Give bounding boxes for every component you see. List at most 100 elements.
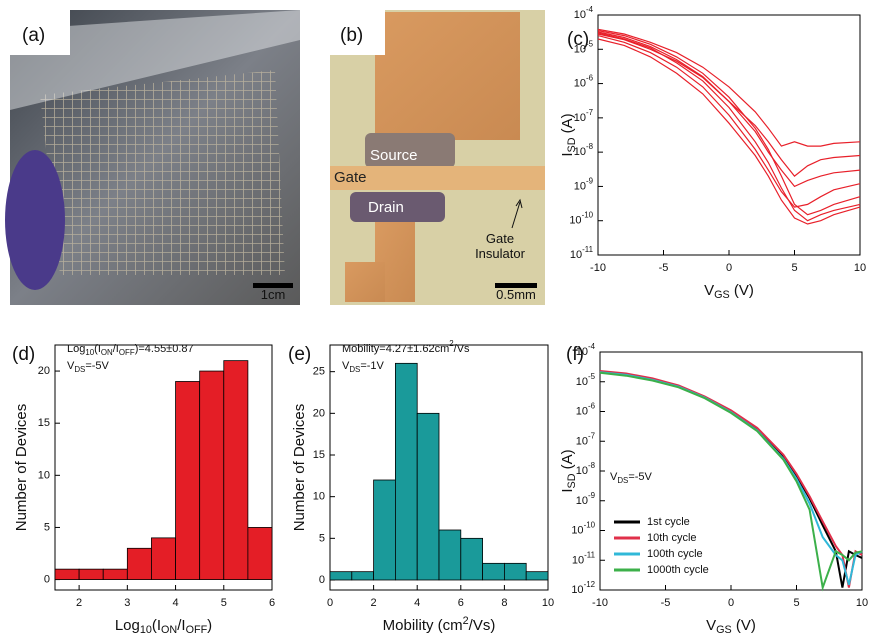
bar [525,571,549,581]
annotation: VDS=-1V [342,360,385,374]
y-axis-label: Number of Devices [13,404,30,532]
bar [351,571,374,581]
panel-label: (b) [340,25,363,46]
label-box [10,10,70,55]
x-tick-label: 8 [501,597,507,609]
bar [482,562,505,581]
panel-label: (a) [22,25,45,46]
annotation: Gate Insulator [475,231,526,261]
x-tick-label: 2 [371,597,377,609]
y-tick-label: 10-7 [574,108,593,124]
y-tick-label: 5 [44,521,50,533]
bar [373,479,396,581]
y-tick-label: 20 [38,365,50,377]
y-tick-label: 0 [319,574,325,586]
y-tick-label: 10-8 [574,142,594,158]
x-tick-label: 5 [793,597,799,609]
x-tick-label: -10 [590,262,606,274]
bar [416,412,440,581]
x-tick-label: 10 [542,597,554,609]
x-axis-label: VGS (V) [704,282,754,301]
x-axis-label: VGS (V) [706,617,756,636]
scale-bar [495,283,537,288]
y-tick-label: 25 [313,366,325,378]
curve [597,33,861,177]
y-tick-label: 10-4 [576,342,596,358]
drain-electrode [350,192,445,222]
y-axis-label: ISD (A) [559,449,578,492]
curve [597,35,861,208]
y-tick-label: 15 [313,449,325,461]
glare [10,10,300,110]
bar [223,360,249,580]
curve [597,28,861,147]
x-tick-label: 5 [221,597,227,609]
bar [199,370,225,580]
annotation: VDS=-5V [610,471,653,485]
x-tick-label: 10 [856,597,868,609]
x-tick-label: -5 [659,262,669,274]
x-tick-label: 5 [791,262,797,274]
x-tick-label: 4 [414,597,420,609]
plot-frame [329,344,549,591]
bar [126,547,152,580]
bar [102,568,128,580]
bar [329,571,353,581]
annotation: VDS=-5V [67,360,110,374]
y-tick-label: 0 [44,573,50,585]
legend-label: 1000th cycle [647,564,709,576]
legend-label: 10th cycle [647,532,697,544]
x-tick-label: 0 [327,597,333,609]
annotation: Log10(ION/IOFF)=4.55±0.87 [67,343,194,357]
annotation: Source [370,147,418,164]
source-pad [375,12,520,140]
bar [175,381,201,580]
y-axis-label: ISD (A) [559,113,578,156]
panel-label: (f) [566,344,584,365]
panel-label: (d) [12,344,35,365]
chart: (d) 2 3 4 5 6 0 5 10 15 20 Log10(ION/IOFF) Number of… [12,343,275,636]
source-electrode [365,133,455,168]
gate-line [330,166,545,190]
chart: (c) -10 -5 0 5 10 10-11 10-10 10-9 10-8 10-7 10-6 10… [559,5,866,301]
bar [394,362,418,581]
y-tick-label: 20 [313,407,325,419]
y-tick-label: 10-8 [576,461,596,477]
scale-bar-label: 1cm [261,287,286,302]
chart: (f) -10 -5 0 5 10 10-12 10-11 10-10 10-9 10-8 10-7 1… [559,342,868,636]
bar [151,537,176,580]
y-tick-label: 10-9 [574,177,594,193]
y-tick-label: 15 [38,417,50,429]
x-tick-label: 10 [854,262,866,274]
annotation: Drain [368,199,404,216]
y-tick-label: 10 [38,469,50,481]
bar [54,568,80,580]
x-tick-label: -10 [592,597,608,609]
device-array [40,70,285,275]
curve [597,38,861,225]
curve [599,371,863,592]
annotation: Gate [334,169,367,186]
photo-a: (a) 1cm [5,10,300,305]
scale-bar [253,283,293,288]
bar [78,568,104,580]
y-tick-label: 10-6 [574,74,594,90]
x-tick-label: 4 [172,597,178,609]
label-box [330,10,385,55]
arrow [511,198,523,229]
y-tick-label: 5 [319,532,325,544]
annotation: Mobility=4.27±1.62cm2/Vs [342,339,470,355]
chart: (e) 0 2 4 6 8 10 0 5 10 15 20 25 Mobility (cm2/Vs) Num… [288,339,554,634]
y-tick-label: 10-5 [574,39,594,55]
x-tick-label: 6 [269,597,275,609]
y-tick-label: 10-9 [576,491,596,507]
curve [597,30,861,216]
bar [503,562,527,581]
y-tick-label: 10-5 [576,372,596,388]
y-tick-label: 10-10 [571,521,595,537]
bar [438,529,462,581]
glove [5,150,65,290]
x-tick-label: 0 [726,262,732,274]
x-tick-label: -5 [661,597,671,609]
